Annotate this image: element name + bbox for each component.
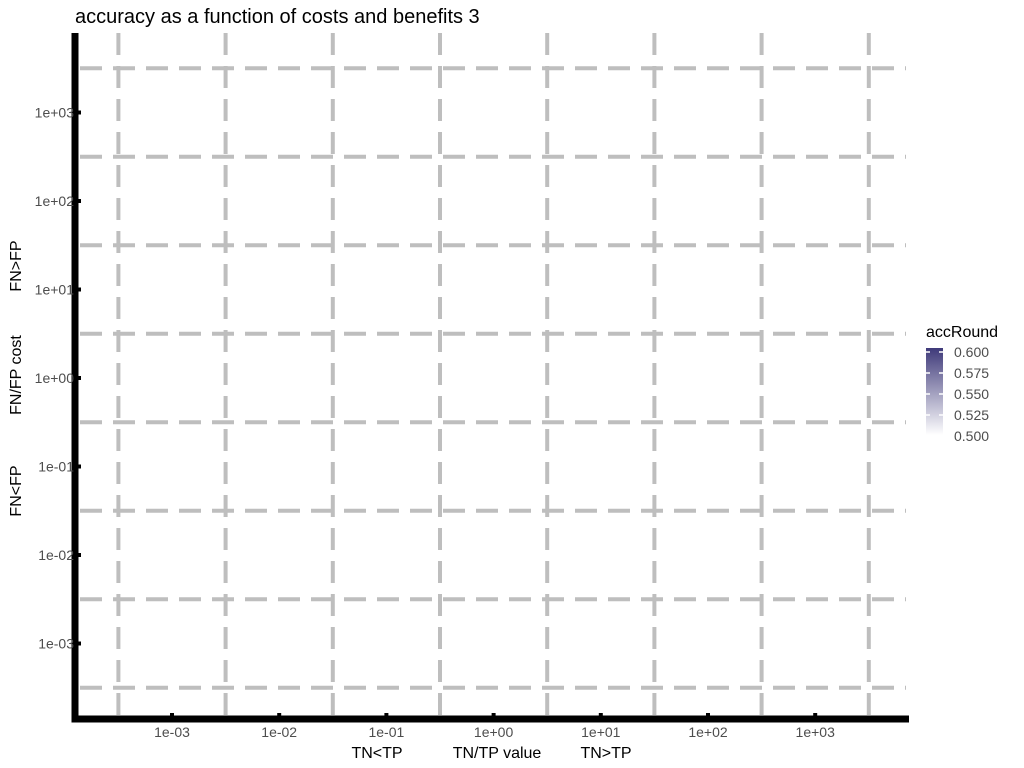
grid (80, 33, 906, 716)
y-tick-label: 1e+01 (35, 282, 75, 298)
legend-tick-label: 0.500 (954, 428, 989, 444)
x-tick-label: 1e+01 (581, 724, 621, 740)
x-tick-label: 1e-02 (261, 724, 297, 740)
legend-title: accRound (926, 324, 998, 341)
legend-tick-label: 0.575 (954, 365, 989, 381)
legend-colorbar (926, 348, 943, 435)
legend-tick-label: 0.550 (954, 386, 989, 402)
x-tick-label: 1e-01 (368, 724, 404, 740)
x-axis-label-main: TN/TP value (453, 745, 542, 762)
legend-tick-label: 0.525 (954, 407, 989, 423)
x-axis-label-low: TN<TP (351, 745, 402, 762)
y-tick-label: 1e+00 (35, 370, 75, 386)
x-axis-title: TN<TP TN/TP value TN>TP (351, 745, 631, 762)
y-tick-label: 1e+03 (35, 105, 75, 121)
legend-ticks: 0.600 0.575 0.550 0.525 0.500 (926, 344, 989, 444)
x-tick-label: 1e+00 (474, 724, 514, 740)
x-tick-label: 1e+03 (796, 724, 836, 740)
x-tick-label: 1e-03 (154, 724, 190, 740)
x-axis-label-high: TN>TP (580, 745, 631, 762)
y-tick-label: 1e-02 (38, 547, 74, 563)
y-axis-label-main: FN/FP cost (8, 335, 25, 415)
chart-title: accuracy as a function of costs and bene… (75, 6, 480, 28)
y-axis-label-low: FN<FP (8, 465, 25, 516)
y-axis-ticks: 1e-03 1e-02 1e-01 1e+00 1e+01 1e+02 1e+03 (35, 105, 81, 652)
legend-tick-label: 0.600 (954, 344, 989, 360)
x-axis-ticks: 1e-03 1e-02 1e-01 1e+00 1e+01 1e+02 1e+03 (154, 713, 835, 740)
legend: accRound 0.600 0.575 0.550 0.525 0.500 (926, 324, 998, 444)
y-axis-label-high: FN>FP (8, 240, 25, 291)
y-tick-label: 1e-03 (38, 636, 74, 652)
x-tick-label: 1e+02 (688, 724, 728, 740)
y-tick-label: 1e+02 (35, 193, 75, 209)
y-axis-title: FN<FP FN/FP cost FN>FP (8, 240, 25, 516)
y-tick-label: 1e-01 (38, 459, 74, 475)
